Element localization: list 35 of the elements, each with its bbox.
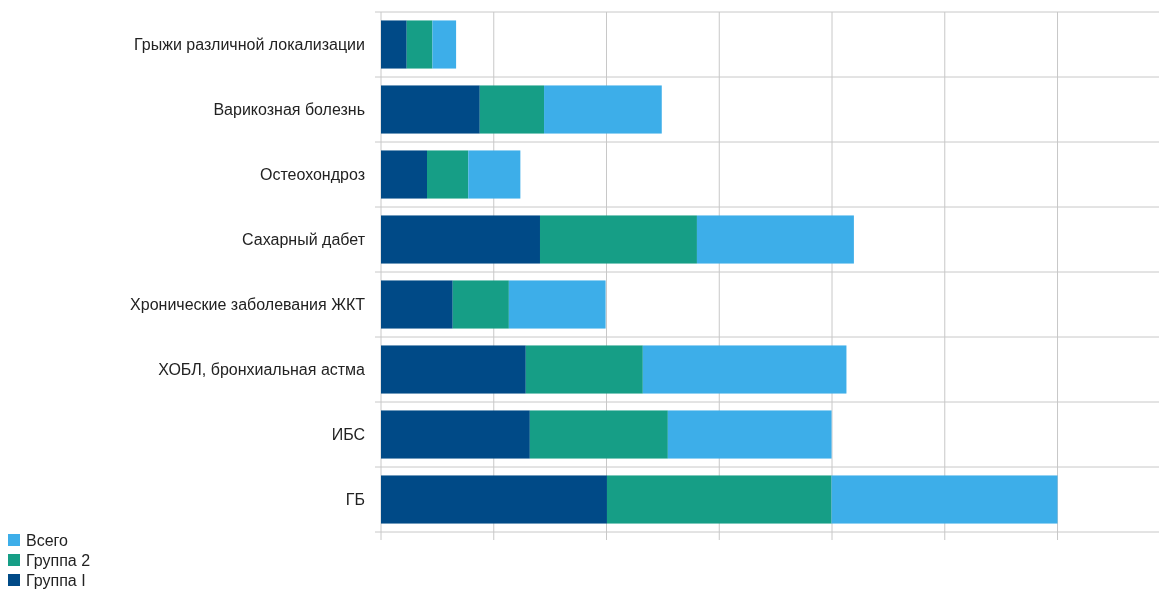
bar xyxy=(381,280,453,329)
bar xyxy=(606,475,832,524)
bar xyxy=(381,410,530,459)
bar xyxy=(381,150,427,199)
bar xyxy=(452,280,509,329)
bar xyxy=(525,345,643,394)
y-tick-label: Грыжи различной локализации xyxy=(134,36,365,53)
legend-label: Группа 2 xyxy=(26,551,91,569)
legend-label: Группа I xyxy=(26,571,86,589)
bar xyxy=(381,85,480,134)
bar xyxy=(381,215,540,264)
y-tick-label: Остеохондроз xyxy=(259,166,365,183)
bar xyxy=(381,20,407,69)
bar xyxy=(529,410,668,459)
bar xyxy=(468,150,521,199)
y-tick-label: Варикозная болезнь xyxy=(213,101,365,118)
bar xyxy=(696,215,854,264)
bar xyxy=(831,475,1058,524)
bar xyxy=(381,475,607,524)
y-tick-label: Сахарный дабет xyxy=(242,231,366,248)
bar xyxy=(642,345,847,394)
y-tick-label: Хронические заболевания ЖКТ xyxy=(130,296,366,313)
bar xyxy=(539,215,697,264)
bar xyxy=(427,150,469,199)
y-tick-label: ХОБЛ, бронхиальная астма xyxy=(158,361,366,378)
bar xyxy=(508,280,606,329)
bar xyxy=(432,20,457,69)
y-tick-label: ГБ xyxy=(345,491,365,508)
bar xyxy=(479,85,545,134)
y-tick-label: ИБС xyxy=(331,426,365,443)
legend-label: Всего xyxy=(26,531,69,549)
bar xyxy=(381,345,526,394)
bar xyxy=(406,20,433,69)
bar xyxy=(667,410,832,459)
bar xyxy=(544,85,662,134)
